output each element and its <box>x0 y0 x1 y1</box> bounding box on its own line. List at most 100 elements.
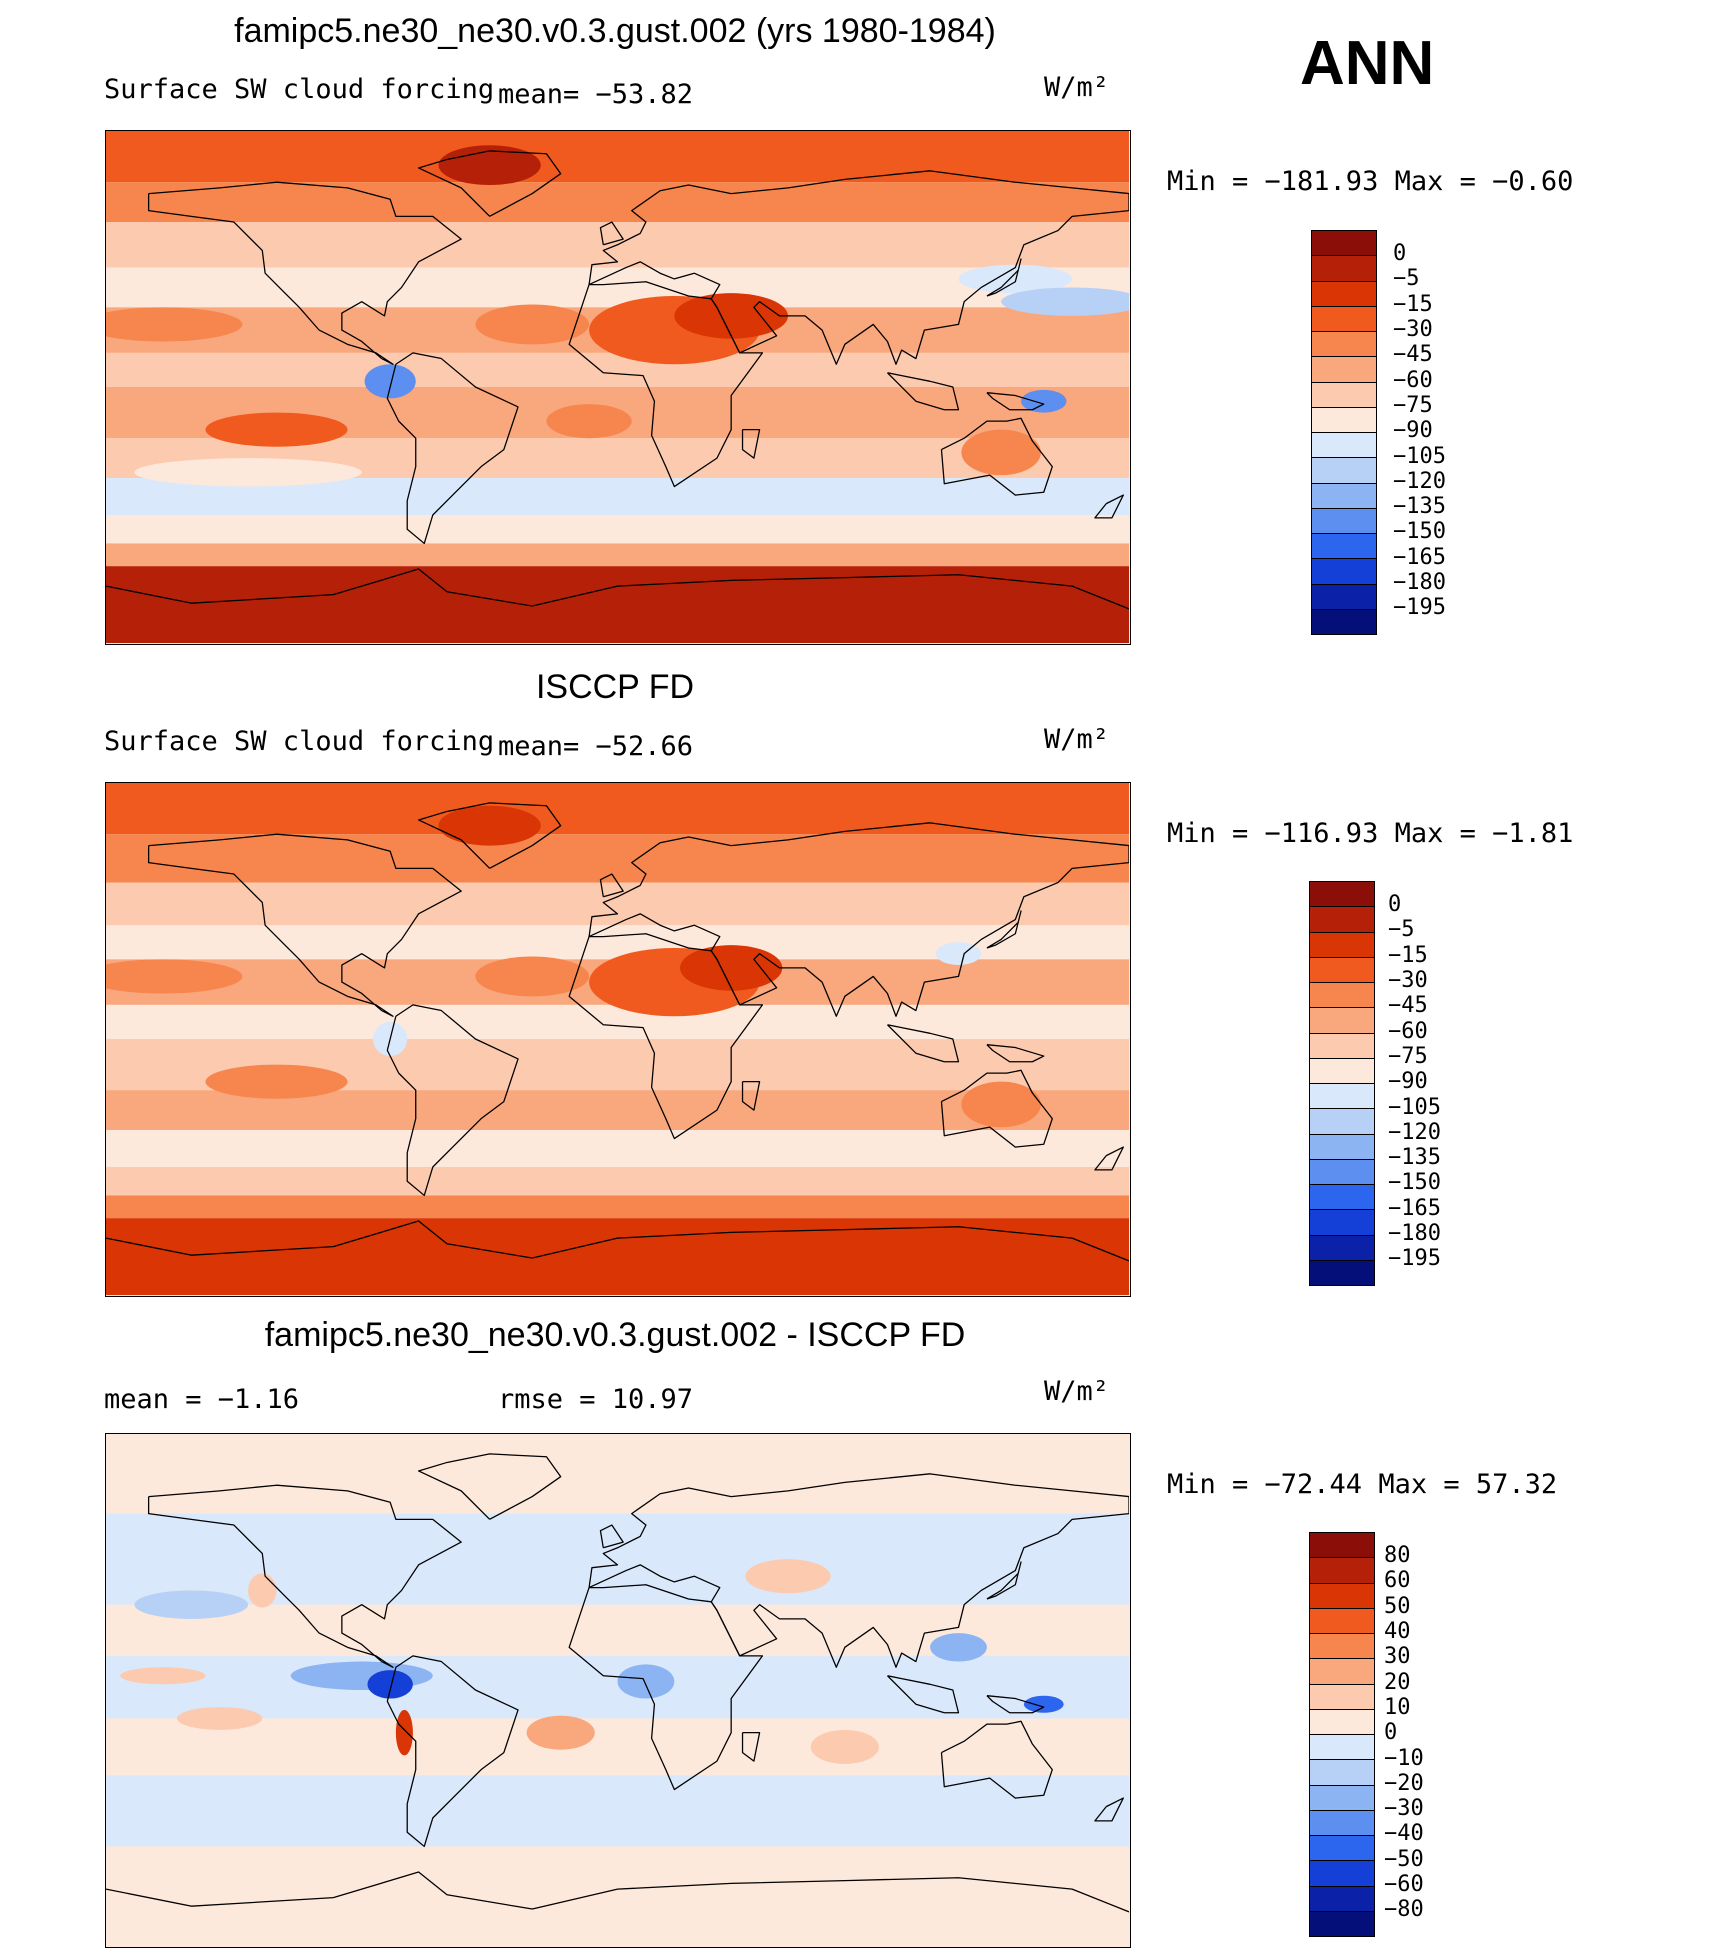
colorbar-swatch <box>1310 1886 1374 1912</box>
colorbar-swatch <box>1312 332 1376 358</box>
colorbar-tick-label: −40 <box>1384 1821 1424 1847</box>
colorbar-swatch <box>1310 1684 1374 1710</box>
colorbar-tick-label: −50 <box>1384 1846 1424 1872</box>
coastline-4 <box>588 170 1129 365</box>
zone-band-2 <box>106 1562 1129 1605</box>
panel3-mean: mean = −1.16 <box>104 1384 300 1415</box>
coastline-2 <box>417 802 562 869</box>
colorbar-swatch <box>1310 1558 1374 1584</box>
field-feature-3 <box>617 1664 675 1699</box>
coastline-3 <box>568 933 764 1140</box>
coastline-5 <box>940 1720 1053 1799</box>
colorbar-swatch <box>1312 433 1376 459</box>
panel3-map <box>105 1433 1131 1948</box>
field-feature-6 <box>810 1729 879 1764</box>
panel1-title: famipc5.ne30_ne30.v0.3.gust.002 (yrs 198… <box>234 12 996 50</box>
panel3-title: famipc5.ne30_ne30.v0.3.gust.002 - ISCCP … <box>264 1316 966 1354</box>
coastline-8 <box>986 392 1045 411</box>
zone-band-3 <box>106 267 1129 308</box>
coastline-8 <box>986 1044 1045 1063</box>
panel1-variable: Surface SW cloud forcing <box>104 74 495 105</box>
field-feature-7 <box>177 1707 263 1730</box>
colorbar-swatch <box>1312 256 1376 282</box>
coastline-1 <box>386 1655 519 1848</box>
colorbar-tick-label: −135 <box>1393 494 1446 520</box>
colorbar-swatch <box>1312 231 1376 257</box>
colorbar-swatch <box>1312 281 1376 307</box>
colorbar-tick-label: −150 <box>1393 519 1446 545</box>
coastline-10 <box>599 873 624 898</box>
panel1-colorbar <box>1311 230 1377 635</box>
colorbar-swatch <box>1310 1659 1374 1685</box>
panel1-colorbar-labels: 0 −5 −15 −30 −45 −60 −75 −90 −105 −120 −135 −150 −16… <box>1393 241 1533 623</box>
panel2-map <box>105 782 1131 1297</box>
colorbar-tick-label: −15 <box>1388 942 1428 968</box>
coastline-11 <box>741 1081 761 1111</box>
coastline-0 <box>147 833 462 1017</box>
colorbar-tick-label: −150 <box>1388 1170 1441 1196</box>
field-feature-1 <box>106 307 243 342</box>
coastline-4 <box>588 822 1129 1017</box>
colorbar-swatch <box>1310 1583 1374 1609</box>
zone-band-10 <box>106 1195 1129 1219</box>
coastline-9 <box>986 910 1022 949</box>
panel3-colorbar-labels: 80 60 50 40 30 20 10 0 −10 −20 −30 −40 −50 −60 −80 <box>1384 1543 1524 1925</box>
colorbar-swatch <box>1310 1533 1374 1559</box>
coastline-1 <box>386 1004 519 1197</box>
colorbar-swatch <box>1312 407 1376 433</box>
colorbar-swatch <box>1312 483 1376 509</box>
colorbar-tick-label: −90 <box>1393 418 1433 444</box>
zone-band-11 <box>106 1218 1129 1295</box>
colorbar-swatch <box>1310 1735 1374 1761</box>
coastline-0 <box>147 181 462 365</box>
zone-band-9 <box>106 1167 1129 1196</box>
colorbar-tick-label: 20 <box>1384 1669 1411 1695</box>
colorbar-swatch <box>1310 907 1374 933</box>
zone-band-0 <box>106 1434 1129 1514</box>
colorbar-tick-label: −45 <box>1388 993 1428 1019</box>
panel1-map <box>105 130 1131 645</box>
colorbar-swatch <box>1312 382 1376 408</box>
field-feature-8 <box>745 1559 831 1594</box>
zone-band-5 <box>106 1004 1129 1039</box>
zone-band-7 <box>106 1846 1129 1946</box>
colorbar-swatch <box>1312 357 1376 383</box>
colorbar-swatch <box>1310 1260 1374 1285</box>
colorbar-tick-label: −20 <box>1384 1770 1424 1796</box>
coastline-5 <box>940 1069 1053 1148</box>
panel2-units: W/m² <box>1044 724 1110 755</box>
panel3-colorbar <box>1309 1532 1375 1937</box>
colorbar-tick-label: −30 <box>1388 967 1428 993</box>
colorbar-tick-label: −195 <box>1388 1246 1441 1272</box>
colorbar-tick-label: −120 <box>1388 1119 1441 1145</box>
zone-band-11 <box>106 566 1129 643</box>
coastline-11 <box>741 429 761 459</box>
field-feature-1 <box>367 1670 413 1699</box>
colorbar-tick-label: 80 <box>1384 1543 1411 1568</box>
field-feature-0 <box>958 264 1073 294</box>
colorbar-tick-label: −120 <box>1393 468 1446 494</box>
zone-band-8 <box>106 1130 1129 1167</box>
colorbar-tick-label: 10 <box>1384 1694 1411 1720</box>
field-feature-6 <box>961 429 1041 476</box>
colorbar-swatch <box>1310 1785 1374 1811</box>
colorbar-swatch <box>1310 1709 1374 1735</box>
panel3-minmax: Min = −72.44 Max = 57.32 <box>1167 1469 1558 1500</box>
colorbar-swatch <box>1312 609 1376 634</box>
coastline-12 <box>1094 1797 1124 1822</box>
field-feature-6 <box>438 805 541 846</box>
panel1-units: W/m² <box>1044 72 1110 103</box>
zone-band-10 <box>106 543 1129 567</box>
colorbar-swatch <box>1312 534 1376 560</box>
coastline-0 <box>147 1484 462 1668</box>
panel1-minmax: Min = −181.93 Max = −0.60 <box>1167 166 1574 197</box>
colorbar-swatch <box>1310 1008 1374 1034</box>
colorbar-swatch <box>1310 1058 1374 1084</box>
colorbar-tick-label: −60 <box>1388 1018 1428 1044</box>
colorbar-tick-label: −180 <box>1393 570 1446 596</box>
colorbar-swatch <box>1310 1810 1374 1836</box>
field-feature-4 <box>961 1081 1041 1128</box>
colorbar-tick-label: −30 <box>1384 1796 1424 1822</box>
colorbar-swatch <box>1312 458 1376 484</box>
colorbar-swatch <box>1310 1760 1374 1786</box>
